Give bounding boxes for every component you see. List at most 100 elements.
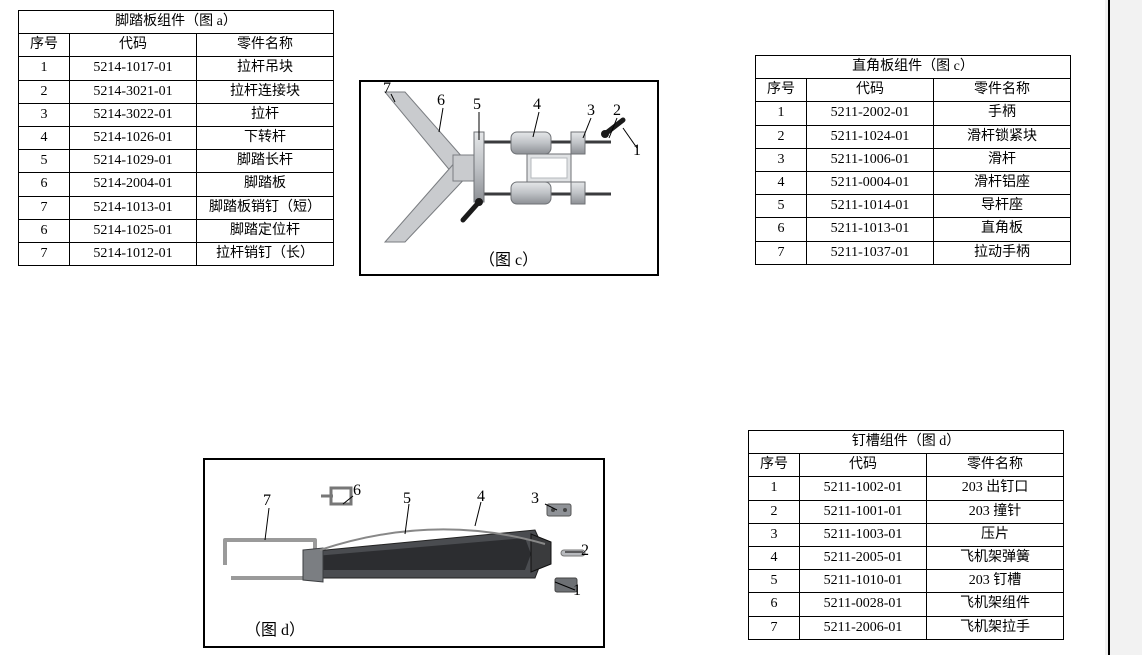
cell-name: 脚踏长杆 (197, 150, 334, 173)
table-c-header-row: 序号 代码 零件名称 (756, 79, 1071, 102)
table-row: 65214-1025-01脚踏定位杆 (19, 219, 334, 242)
callout-c-7: 7 (383, 80, 391, 98)
handle-top (601, 120, 623, 138)
th-code: 代码 (70, 34, 197, 57)
cell-name: 飞机架组件 (927, 593, 1064, 616)
table-row: 75214-1013-01脚踏板销钉（短） (19, 196, 334, 219)
th-name: 零件名称 (934, 79, 1071, 102)
cell-name: 压片 (927, 523, 1064, 546)
callout-d-1: 1 (573, 582, 581, 600)
cell-name: 脚踏板销钉（短） (197, 196, 334, 219)
cell-code: 5211-1010-01 (800, 570, 927, 593)
handle-bottom (463, 198, 483, 220)
cell-seq: 6 (19, 219, 70, 242)
table-row: 35214-3022-01拉杆 (19, 103, 334, 126)
th-name: 零件名称 (197, 34, 334, 57)
table-row: 75211-2006-01飞机架拉手 (749, 616, 1064, 639)
figure-d-label: （图 d） (245, 616, 305, 640)
cell-seq: 6 (749, 593, 800, 616)
table-d-header-row: 序号 代码 零件名称 (749, 454, 1064, 477)
callout-d-7: 7 (263, 492, 271, 510)
table-a: 脚踏板组件（图 a） 序号 代码 零件名称 15214-1017-01拉杆吊块2… (18, 10, 334, 266)
cell-name: 飞机架拉手 (927, 616, 1064, 639)
cell-code: 5211-0028-01 (800, 593, 927, 616)
cell-name: 脚踏板 (197, 173, 334, 196)
cell-name: 203 钉槽 (927, 570, 1064, 593)
cell-code: 5211-0004-01 (807, 171, 934, 194)
page: 脚踏板组件（图 a） 序号 代码 零件名称 15214-1017-01拉杆吊块2… (0, 0, 1105, 655)
cell-code: 5214-1029-01 (70, 150, 197, 173)
cell-code: 5211-1013-01 (807, 218, 934, 241)
cell-code: 5211-1024-01 (807, 125, 934, 148)
table-d-title-row: 钉槽组件（图 d） (749, 431, 1064, 454)
rail-assembly (303, 530, 545, 582)
cell-code: 5214-1026-01 (70, 126, 197, 149)
cell-code: 5214-1017-01 (70, 57, 197, 80)
right-margin-rule (1108, 0, 1110, 655)
table-a-title-row: 脚踏板组件（图 a） (19, 11, 334, 34)
cell-code: 5211-1006-01 (807, 148, 934, 171)
callout-c-4: 4 (533, 96, 541, 114)
table-row: 25211-1024-01滑杆锁紧块 (756, 125, 1071, 148)
cell-seq: 2 (756, 125, 807, 148)
cell-name: 拉杆 (197, 103, 334, 126)
cell-seq: 5 (749, 570, 800, 593)
cell-name: 飞机架弹簧 (927, 546, 1064, 569)
cell-seq: 3 (756, 148, 807, 171)
cell-code: 5214-3021-01 (70, 80, 197, 103)
cell-seq: 6 (19, 173, 70, 196)
cell-seq: 6 (756, 218, 807, 241)
table-d-title: 钉槽组件（图 d） (749, 431, 1064, 454)
cell-name: 直角板 (934, 218, 1071, 241)
cell-code: 5214-1012-01 (70, 242, 197, 265)
cell-code: 5211-1001-01 (800, 500, 927, 523)
callout-c-2: 2 (613, 102, 621, 120)
cell-code: 5214-2004-01 (70, 173, 197, 196)
cell-code: 5211-1002-01 (800, 477, 927, 500)
table-a-header-row: 序号 代码 零件名称 (19, 34, 334, 57)
cell-seq: 2 (749, 500, 800, 523)
cell-name: 滑杆 (934, 148, 1071, 171)
cell-seq: 4 (19, 126, 70, 149)
table-a-body: 15214-1017-01拉杆吊块25214-3021-01拉杆连接块35214… (19, 57, 334, 266)
callout-c-3: 3 (587, 102, 595, 120)
table-row: 75211-1037-01拉动手柄 (756, 241, 1071, 264)
callout-d-6: 6 (353, 482, 361, 500)
callout-c-1: 1 (633, 142, 641, 160)
cell-name: 滑杆铝座 (934, 171, 1071, 194)
cell-code: 5214-1013-01 (70, 196, 197, 219)
cell-seq: 1 (19, 57, 70, 80)
cell-seq: 7 (749, 616, 800, 639)
cell-name: 导杆座 (934, 195, 1071, 218)
table-row: 15211-2002-01手柄 (756, 102, 1071, 125)
th-name: 零件名称 (927, 454, 1064, 477)
callout-d-3: 3 (531, 490, 539, 508)
cell-name: 滑杆锁紧块 (934, 125, 1071, 148)
pull-handle (225, 540, 315, 578)
table-d: 钉槽组件（图 d） 序号 代码 零件名称 15211-1002-01203 出钉… (748, 430, 1064, 640)
cell-name: 203 撞针 (927, 500, 1064, 523)
cell-seq: 7 (756, 241, 807, 264)
cell-seq: 3 (749, 523, 800, 546)
table-row: 45211-0004-01滑杆铝座 (756, 171, 1071, 194)
th-code: 代码 (807, 79, 934, 102)
cell-code: 5214-3022-01 (70, 103, 197, 126)
cell-code: 5211-2002-01 (807, 102, 934, 125)
table-d-body: 15211-1002-01203 出钉口25211-1001-01203 撞针3… (749, 477, 1064, 639)
th-code: 代码 (800, 454, 927, 477)
th-seq: 序号 (749, 454, 800, 477)
cell-name: 拉杆连接块 (197, 80, 334, 103)
cell-name: 拉杆销钉（长） (197, 242, 334, 265)
table-a-title: 脚踏板组件（图 a） (19, 11, 334, 34)
figure-c: 1 2 3 4 5 6 7 （图 c） (359, 80, 659, 276)
cell-seq: 1 (749, 477, 800, 500)
cell-seq: 4 (749, 546, 800, 569)
table-row: 55211-1014-01导杆座 (756, 195, 1071, 218)
callout-c-6: 6 (437, 92, 445, 110)
table-row: 25214-3021-01拉杆连接块 (19, 80, 334, 103)
table-c-body: 15211-2002-01手柄25211-1024-01滑杆锁紧块35211-1… (756, 102, 1071, 264)
callout-c-5: 5 (473, 96, 481, 114)
table-row: 15214-1017-01拉杆吊块 (19, 57, 334, 80)
cell-code: 5211-2005-01 (800, 546, 927, 569)
cell-seq: 3 (19, 103, 70, 126)
